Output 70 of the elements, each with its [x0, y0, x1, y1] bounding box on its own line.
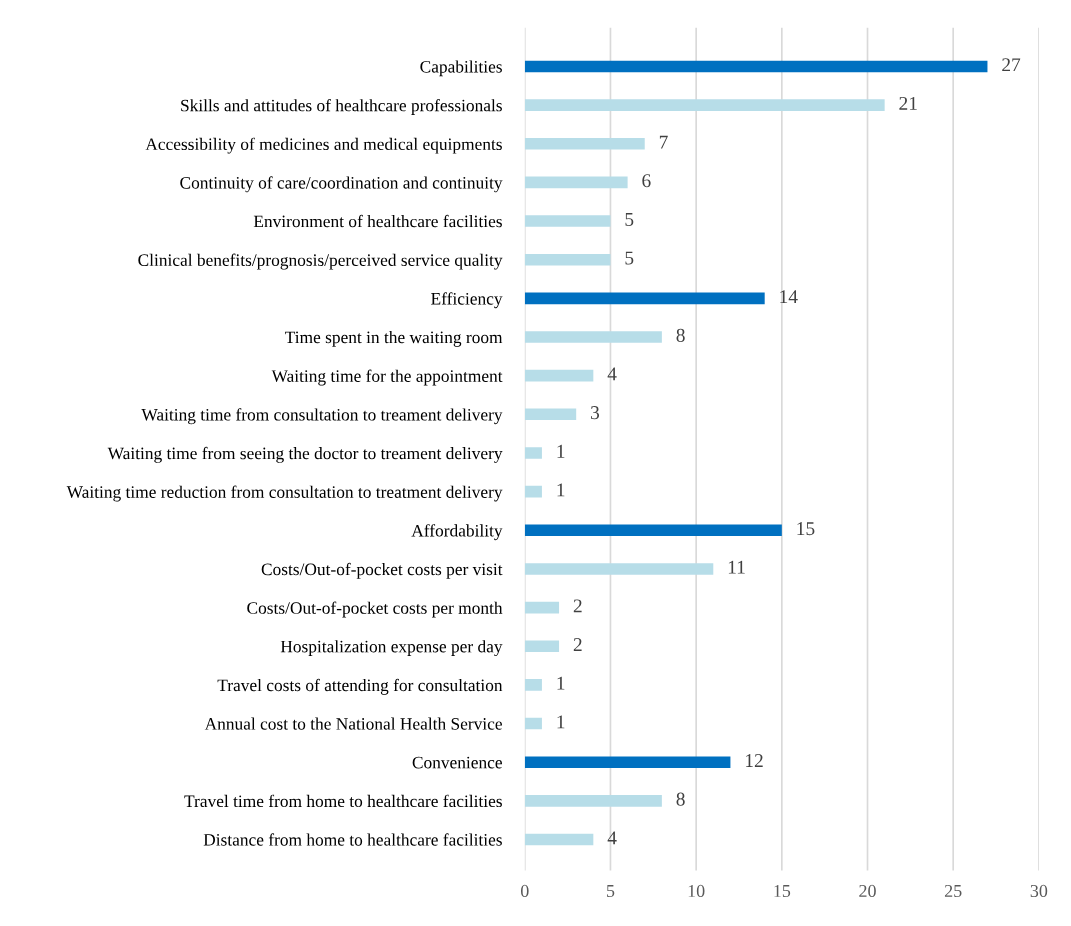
data-label: 1 — [557, 444, 565, 458]
bar — [524, 369, 594, 382]
y-tick-label: Costs/Out-of-pocket costs per month — [247, 601, 503, 618]
bar — [524, 253, 611, 266]
y-tick-label: Travel costs of attending for consultation — [217, 678, 503, 695]
bar — [524, 563, 714, 575]
x-tick-label: 25 — [944, 884, 962, 898]
bar — [524, 756, 731, 769]
bar — [524, 60, 988, 73]
bar — [524, 485, 542, 498]
x-tick-label: 30 — [1030, 884, 1048, 898]
data-label: 11 — [728, 560, 745, 574]
data-label: 2 — [573, 599, 582, 613]
x-tick-label: 15 — [774, 884, 791, 898]
y-tick-label: Clinical benefits/prognosis/perceived service quality — [138, 253, 503, 270]
x-tick-label: 20 — [859, 884, 876, 898]
y-tick-label: Waiting time reduction from consultation to treatment delivery — [66, 485, 503, 502]
data-label: 5 — [625, 251, 634, 265]
bar — [524, 137, 645, 150]
bar — [524, 292, 765, 305]
y-tick-label: Convenience — [412, 756, 502, 769]
bar — [524, 795, 662, 807]
bar — [524, 640, 560, 653]
y-tick-label: Accessibility of medicines and medical equipments — [145, 137, 502, 154]
data-label: 14 — [780, 290, 798, 304]
y-tick-label: Efficiency — [431, 292, 503, 309]
y-tick-label: Costs/Out-of-pocket costs per visit — [261, 562, 503, 579]
y-tick-label: Affordability — [411, 524, 503, 541]
data-label: 12 — [746, 754, 763, 767]
y-tick-label: Continuity of care/coordination and continuity — [180, 176, 503, 193]
y-tick-label: Capabilities — [420, 60, 502, 77]
y-tick-label: Environment of healthcare facilities — [253, 214, 502, 228]
data-label: 7 — [659, 135, 668, 149]
x-tick-label: 0 — [520, 884, 529, 898]
data-label: 4 — [607, 367, 617, 381]
bar — [524, 331, 662, 343]
bar — [524, 524, 782, 537]
data-label: 15 — [797, 522, 815, 536]
data-label: 8 — [676, 792, 685, 806]
y-tick-label: Waiting time from consultation to treament delivery — [141, 408, 503, 425]
bar — [524, 176, 628, 189]
data-label: 27 — [1002, 58, 1021, 72]
x-tick-label: 10 — [688, 884, 705, 898]
data-label: 1 — [557, 715, 565, 729]
data-label: 4 — [607, 831, 617, 845]
data-label: 6 — [642, 174, 651, 188]
data-label: 1 — [557, 483, 565, 497]
x-tick-label: 5 — [607, 885, 615, 898]
bar — [524, 99, 885, 111]
y-tick-label: Hospitalization expense per day — [280, 640, 503, 657]
bar — [524, 833, 594, 846]
data-label: 3 — [591, 406, 600, 420]
y-tick-label: Waiting time for the appointment — [271, 369, 503, 386]
y-tick-label: Distance from home to healthcare facilities — [203, 833, 502, 846]
bar — [524, 717, 542, 730]
bar — [524, 215, 611, 227]
y-tick-label: Time spent in the waiting room — [285, 330, 503, 347]
y-tick-label: Annual cost to the National Health Service — [204, 717, 502, 730]
y-tick-label: Waiting time from seeing the doctor to treament delivery — [107, 446, 503, 463]
y-tick-label: Skills and attitudes of healthcare professionals — [181, 98, 502, 115]
data-label: 1 — [557, 676, 565, 690]
data-label: 5 — [625, 212, 634, 226]
y-tick-label: Travel time from home to healthcare facilities — [184, 794, 502, 808]
bar — [524, 679, 542, 691]
bar — [524, 447, 542, 459]
data-label: 21 — [899, 96, 917, 110]
data-label: 8 — [676, 328, 685, 342]
data-label: 2 — [573, 638, 582, 651]
bar — [524, 408, 577, 421]
bar — [524, 601, 560, 614]
